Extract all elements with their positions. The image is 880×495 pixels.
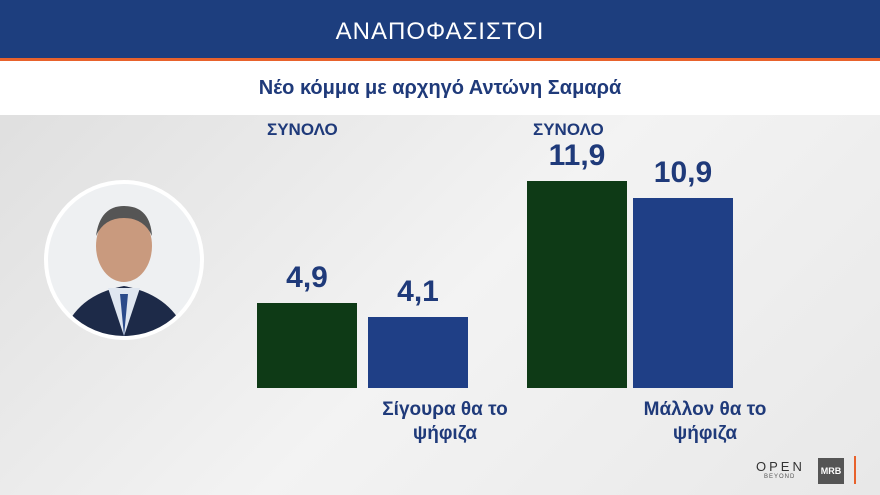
logo-open: OPEN bbox=[756, 459, 805, 474]
bar bbox=[257, 302, 357, 388]
bar bbox=[527, 180, 627, 388]
bar bbox=[368, 316, 468, 388]
category-label: Μάλλον θα το ψήφιζα bbox=[643, 399, 767, 444]
logo-divider bbox=[854, 456, 856, 484]
value-label: 10,9 bbox=[653, 156, 713, 190]
category-label: Σίγουρα θα το ψήφιζα bbox=[382, 399, 508, 444]
chart-title: ΑΝΑΠΟΦΑΣΙΣΤΟΙ bbox=[335, 18, 545, 45]
group-label: ΣΥΝΟΛΟ bbox=[267, 120, 338, 139]
group-label: ΣΥΝΟΛΟ bbox=[533, 120, 604, 139]
portrait bbox=[44, 180, 204, 340]
header-bar bbox=[0, 0, 880, 58]
value-label: 11,9 bbox=[548, 138, 606, 172]
value-label: 4,9 bbox=[286, 260, 328, 294]
logo-beyond: BEYOND bbox=[764, 474, 796, 480]
accent-line bbox=[0, 58, 880, 61]
subtitle-band bbox=[0, 61, 880, 115]
chart-subtitle: Νέο κόμμα με αρχηγό Αντώνη Σαμαρά bbox=[258, 77, 622, 99]
logo-mrb: MRB bbox=[818, 458, 844, 484]
bar bbox=[633, 198, 733, 388]
value-label: 4,1 bbox=[397, 274, 439, 308]
